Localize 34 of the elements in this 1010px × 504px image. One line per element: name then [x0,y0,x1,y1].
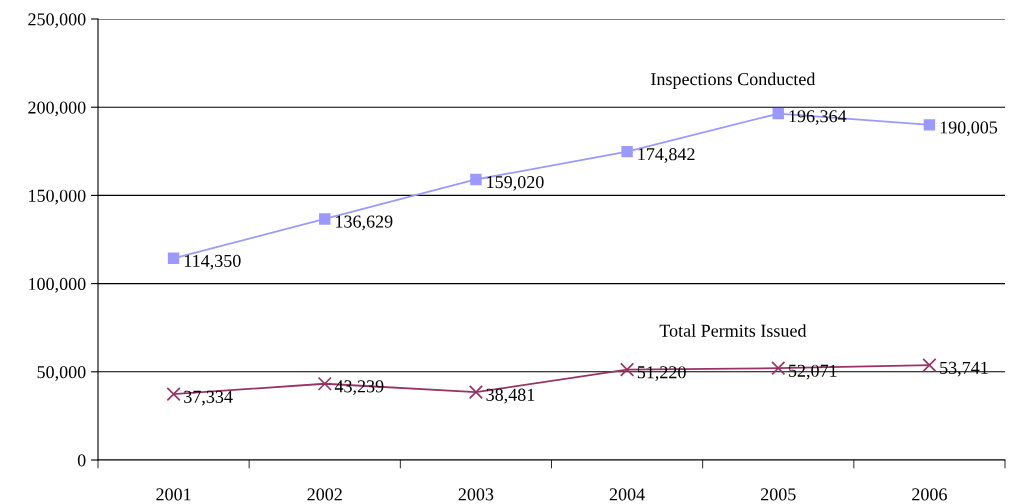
data-label: 196,364 [789,110,847,125]
point [468,385,484,400]
y-tick-label: 100,000 [29,277,86,293]
data-label: 174,842 [638,148,695,163]
x-tick-label: 2002 [307,488,342,501]
data-label: 190,005 [940,121,998,137]
point [621,145,633,158]
data-label: 159,020 [487,175,544,191]
x-tick-label: 2004 [609,488,645,501]
x-tick-label: 2006 [912,488,947,501]
y-tick-label: 150,000 [29,189,86,205]
point [923,119,936,131]
point [470,173,482,186]
point [771,361,786,376]
data-label: 136,629 [336,215,393,231]
point [167,252,180,264]
y-tick-label: 250,000 [28,13,86,29]
point [319,213,331,225]
x-tick-label: 2001 [156,488,191,501]
y-tick-label: 200,000 [28,101,86,117]
point [772,107,784,120]
y-tick-label: 0 [77,454,86,467]
point [619,362,635,377]
point [166,387,181,402]
x-tick-label: 2003 [458,488,494,501]
data-label: 114,350 [184,254,241,270]
data-label: 37,334 [184,390,233,406]
series-label: Total Permits Issued [659,324,807,337]
data-label: 38,481 [486,388,535,404]
series-label: Inspections Conducted [651,72,816,89]
x-tick-label: 2005 [760,488,796,501]
point [922,358,937,373]
point [317,376,332,391]
y-tick-label: 50,000 [37,366,86,381]
